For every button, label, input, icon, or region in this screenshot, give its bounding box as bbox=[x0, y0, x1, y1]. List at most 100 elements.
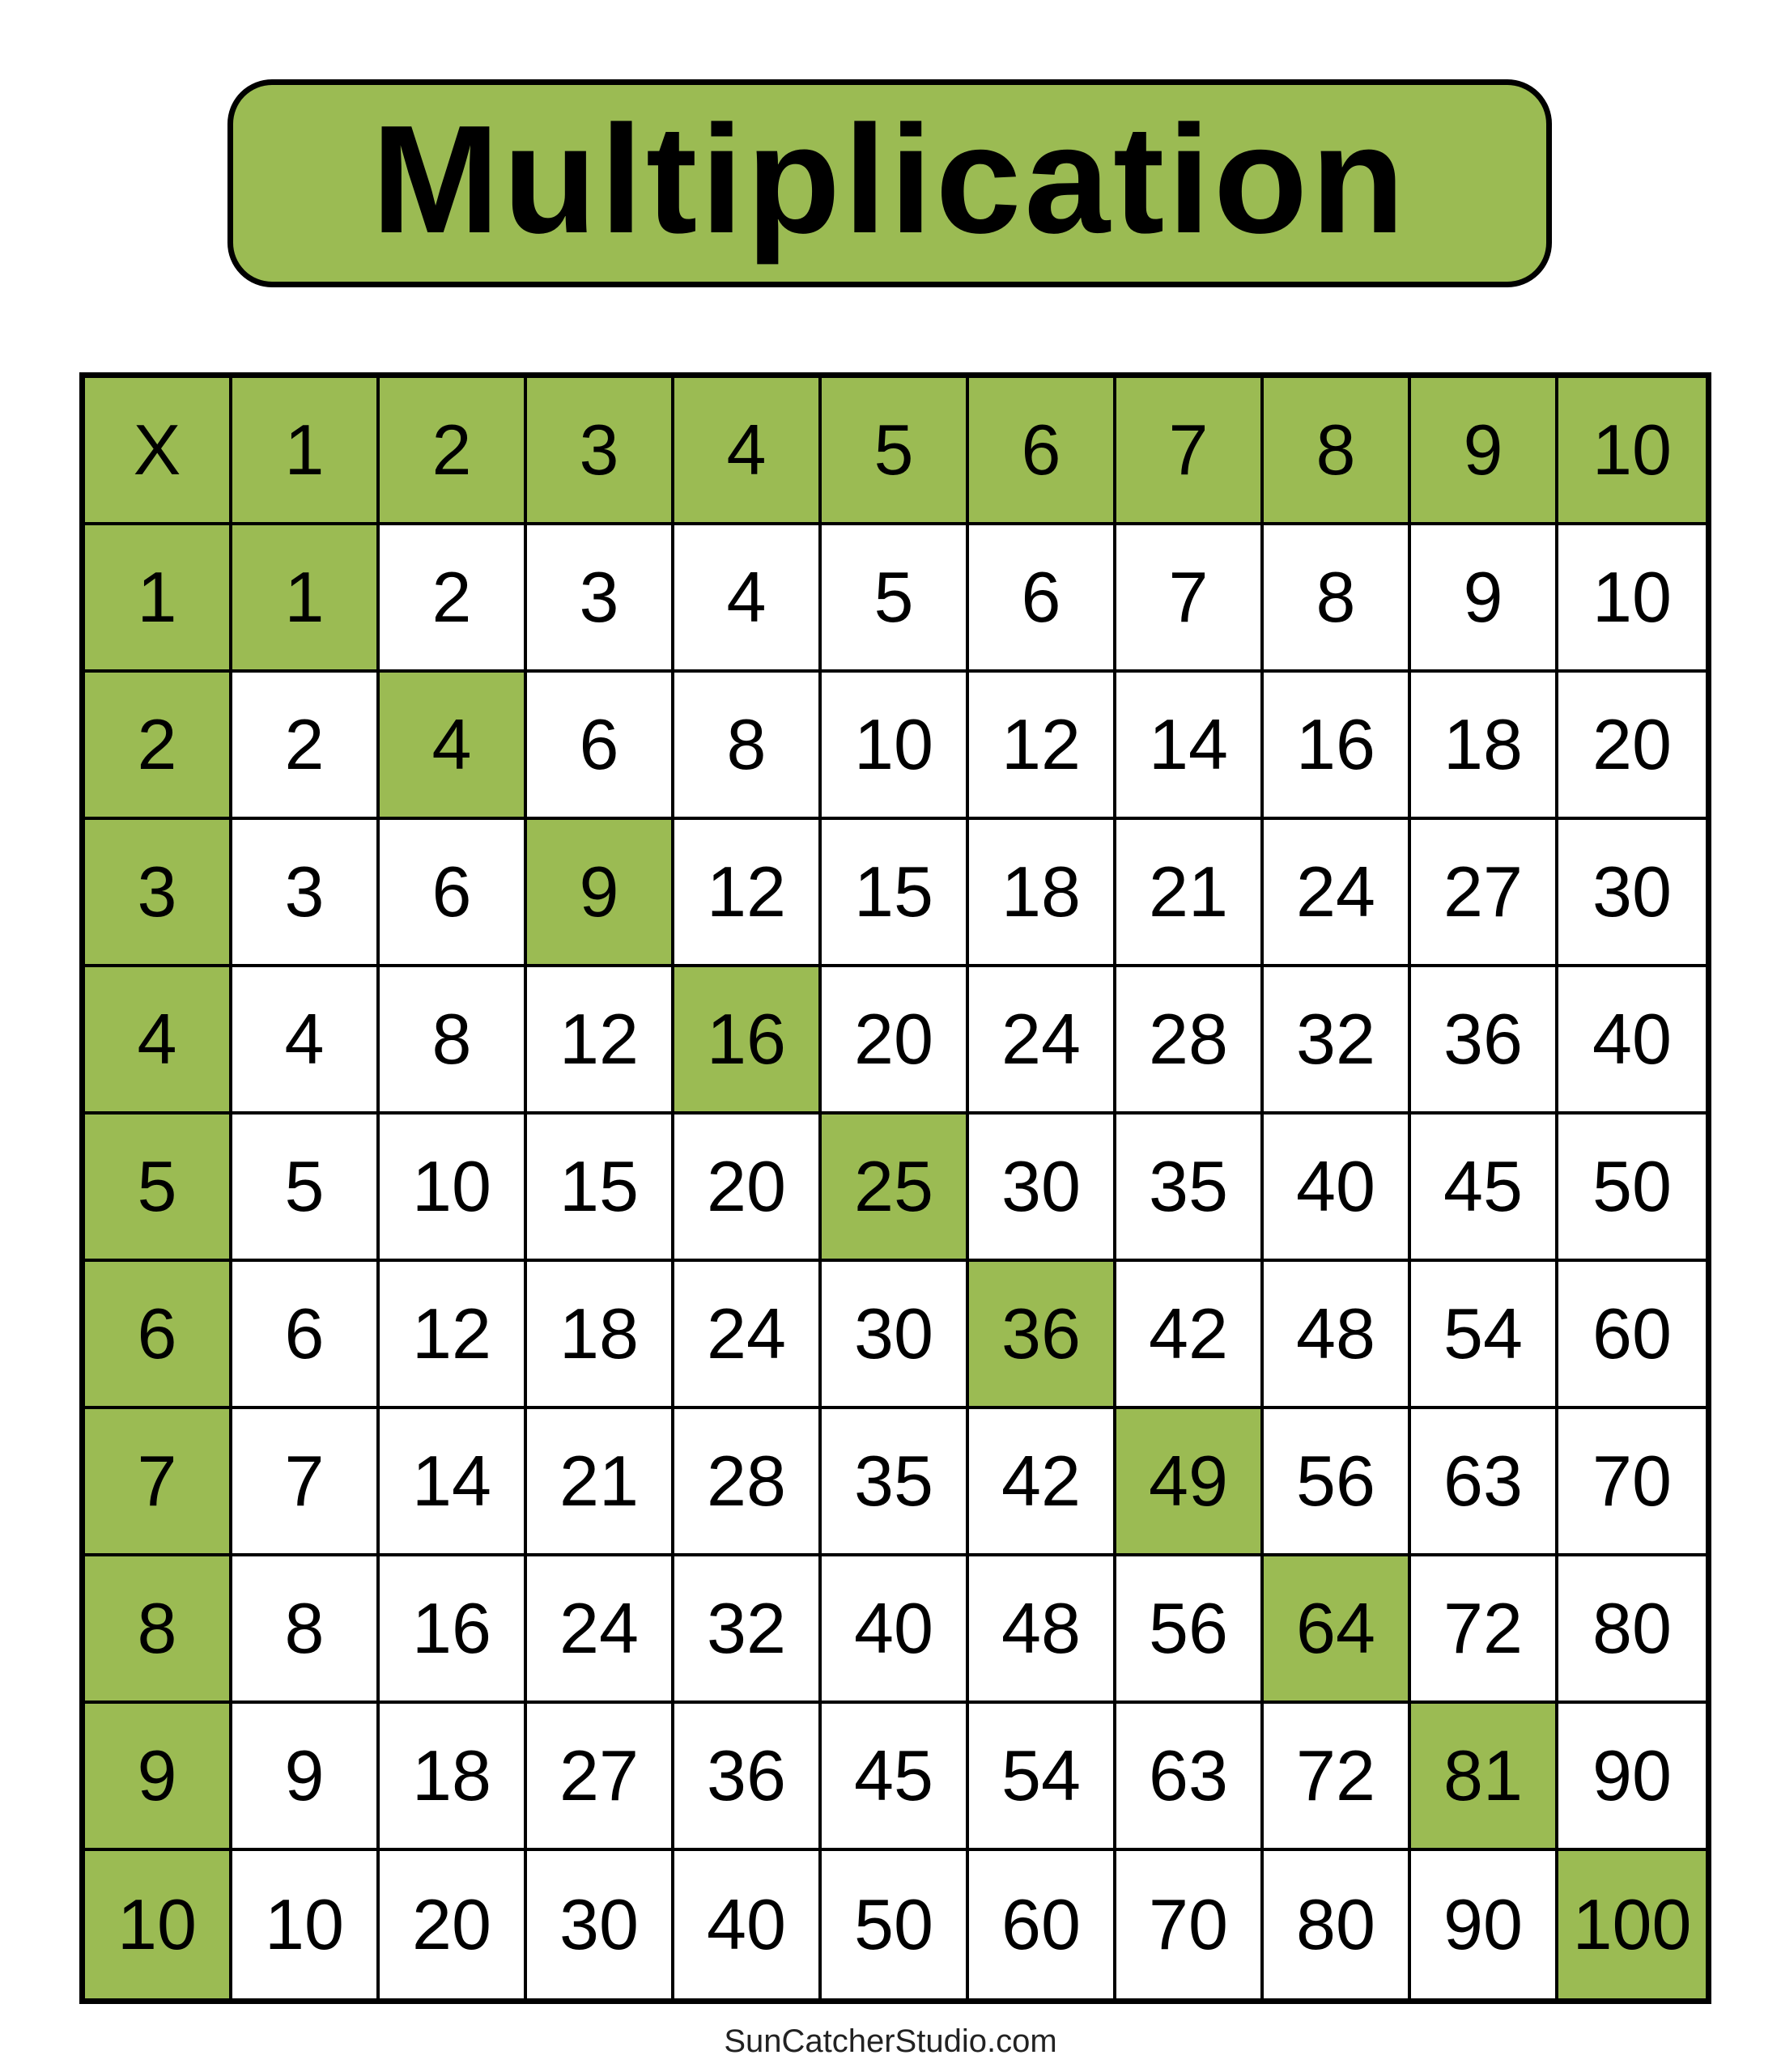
product-cell: 40 bbox=[1558, 967, 1706, 1115]
square-cell: 25 bbox=[822, 1115, 969, 1262]
product-cell: 28 bbox=[674, 1409, 822, 1556]
product-cell: 80 bbox=[1558, 1556, 1706, 1704]
row-header-cell: 3 bbox=[85, 820, 232, 967]
row-header-cell: 4 bbox=[85, 967, 232, 1115]
product-cell: 45 bbox=[822, 1704, 969, 1851]
product-cell: 6 bbox=[380, 820, 527, 967]
product-cell: 20 bbox=[822, 967, 969, 1115]
product-cell: 5 bbox=[822, 525, 969, 673]
square-cell: 49 bbox=[1116, 1409, 1264, 1556]
header-cell: 10 bbox=[1558, 378, 1706, 525]
product-cell: 63 bbox=[1411, 1409, 1558, 1556]
page-title: Multiplication bbox=[371, 93, 1409, 265]
product-cell: 60 bbox=[969, 1851, 1116, 1998]
product-cell: 27 bbox=[1411, 820, 1558, 967]
product-cell: 20 bbox=[1558, 673, 1706, 820]
product-cell: 9 bbox=[232, 1704, 380, 1851]
header-cell: 5 bbox=[822, 378, 969, 525]
product-cell: 54 bbox=[1411, 1262, 1558, 1409]
product-cell: 24 bbox=[527, 1556, 674, 1704]
product-cell: 32 bbox=[674, 1556, 822, 1704]
product-cell: 40 bbox=[674, 1851, 822, 1998]
product-cell: 80 bbox=[1264, 1851, 1411, 1998]
product-cell: 18 bbox=[380, 1704, 527, 1851]
product-cell: 18 bbox=[969, 820, 1116, 967]
row-header-cell: 2 bbox=[85, 673, 232, 820]
product-cell: 15 bbox=[822, 820, 969, 967]
product-cell: 16 bbox=[1264, 673, 1411, 820]
product-cell: 36 bbox=[674, 1704, 822, 1851]
product-cell: 10 bbox=[822, 673, 969, 820]
product-cell: 70 bbox=[1558, 1409, 1706, 1556]
multiplication-table: X 1 2 3 4 5 6 7 8 9 10 1 1 2 3 4 5 6 7 8 9 10 2 2 4 6 8 10 12 14 16 18 2… bbox=[79, 372, 1711, 2004]
product-cell: 14 bbox=[1116, 673, 1264, 820]
product-cell: 72 bbox=[1411, 1556, 1558, 1704]
product-cell: 40 bbox=[1264, 1115, 1411, 1262]
corner-cell: X bbox=[85, 378, 232, 525]
product-cell: 6 bbox=[232, 1262, 380, 1409]
square-cell: 4 bbox=[380, 673, 527, 820]
product-cell: 36 bbox=[1411, 967, 1558, 1115]
product-cell: 30 bbox=[527, 1851, 674, 1998]
product-cell: 4 bbox=[232, 967, 380, 1115]
product-cell: 24 bbox=[969, 967, 1116, 1115]
header-cell: 3 bbox=[527, 378, 674, 525]
product-cell: 24 bbox=[674, 1262, 822, 1409]
product-cell: 35 bbox=[822, 1409, 969, 1556]
product-cell: 56 bbox=[1264, 1409, 1411, 1556]
header-cell: 1 bbox=[232, 378, 380, 525]
product-cell: 70 bbox=[1116, 1851, 1264, 1998]
product-cell: 20 bbox=[380, 1851, 527, 1998]
square-cell: 36 bbox=[969, 1262, 1116, 1409]
header-cell: 8 bbox=[1264, 378, 1411, 525]
product-cell: 10 bbox=[232, 1851, 380, 1998]
footer-credit: SunCatcherStudio.com bbox=[724, 2023, 1057, 2059]
product-cell: 30 bbox=[969, 1115, 1116, 1262]
product-cell: 6 bbox=[969, 525, 1116, 673]
product-cell: 21 bbox=[1116, 820, 1264, 967]
product-cell: 5 bbox=[232, 1115, 380, 1262]
product-cell: 9 bbox=[1411, 525, 1558, 673]
product-cell: 12 bbox=[969, 673, 1116, 820]
row-header-cell: 6 bbox=[85, 1262, 232, 1409]
product-cell: 2 bbox=[232, 673, 380, 820]
product-cell: 40 bbox=[822, 1556, 969, 1704]
product-cell: 10 bbox=[380, 1115, 527, 1262]
product-cell: 35 bbox=[1116, 1115, 1264, 1262]
product-cell: 24 bbox=[1264, 820, 1411, 967]
product-cell: 7 bbox=[1116, 525, 1264, 673]
product-cell: 8 bbox=[232, 1556, 380, 1704]
product-cell: 50 bbox=[1558, 1115, 1706, 1262]
product-cell: 45 bbox=[1411, 1115, 1558, 1262]
product-cell: 21 bbox=[527, 1409, 674, 1556]
product-cell: 28 bbox=[1116, 967, 1264, 1115]
product-cell: 48 bbox=[969, 1556, 1116, 1704]
product-cell: 50 bbox=[822, 1851, 969, 1998]
square-cell: 16 bbox=[674, 967, 822, 1115]
square-cell: 81 bbox=[1411, 1704, 1558, 1851]
product-cell: 4 bbox=[674, 525, 822, 673]
product-cell: 90 bbox=[1558, 1704, 1706, 1851]
product-cell: 32 bbox=[1264, 967, 1411, 1115]
product-cell: 42 bbox=[1116, 1262, 1264, 1409]
product-cell: 14 bbox=[380, 1409, 527, 1556]
product-cell: 15 bbox=[527, 1115, 674, 1262]
header-cell: 2 bbox=[380, 378, 527, 525]
product-cell: 30 bbox=[1558, 820, 1706, 967]
product-cell: 30 bbox=[822, 1262, 969, 1409]
title-banner: Multiplication bbox=[227, 79, 1552, 287]
product-cell: 90 bbox=[1411, 1851, 1558, 1998]
product-cell: 6 bbox=[527, 673, 674, 820]
product-cell: 63 bbox=[1116, 1704, 1264, 1851]
product-cell: 60 bbox=[1558, 1262, 1706, 1409]
product-cell: 12 bbox=[527, 967, 674, 1115]
product-cell: 8 bbox=[1264, 525, 1411, 673]
product-cell: 8 bbox=[674, 673, 822, 820]
square-cell: 9 bbox=[527, 820, 674, 967]
product-cell: 16 bbox=[380, 1556, 527, 1704]
product-cell: 12 bbox=[674, 820, 822, 967]
row-header-cell: 1 bbox=[85, 525, 232, 673]
row-header-cell: 8 bbox=[85, 1556, 232, 1704]
product-cell: 27 bbox=[527, 1704, 674, 1851]
row-header-cell: 9 bbox=[85, 1704, 232, 1851]
